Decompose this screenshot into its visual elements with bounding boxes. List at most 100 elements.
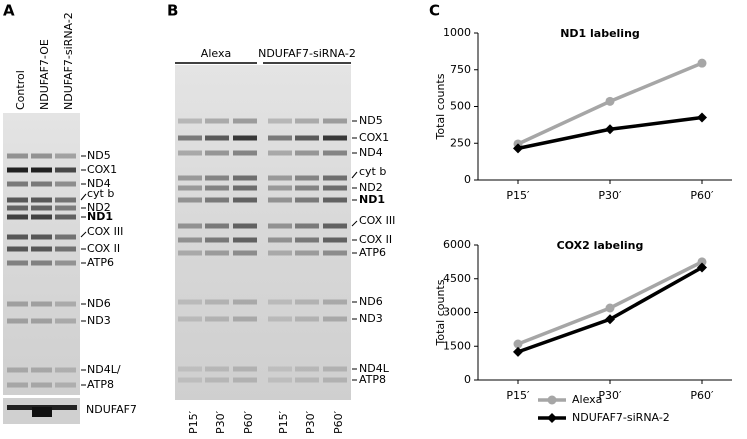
band-label: COX1	[359, 131, 389, 144]
gel-band	[268, 135, 292, 141]
point	[697, 58, 707, 68]
gel-band	[323, 175, 347, 181]
y-axis-label: Total counts	[434, 279, 447, 346]
lane-label: NDUFAF7-OE	[38, 39, 51, 110]
gel-band	[55, 214, 76, 220]
gel-a	[3, 113, 80, 395]
gel-band	[205, 223, 229, 229]
gel-band	[205, 197, 229, 203]
band-label: ND6	[359, 295, 383, 308]
lane-label: P30′	[214, 410, 227, 434]
label-tick	[351, 171, 358, 179]
gel-band	[178, 185, 202, 191]
gel-band	[7, 214, 28, 220]
gel-band	[295, 185, 319, 191]
gel-band	[178, 250, 202, 256]
gel-band	[55, 382, 76, 388]
gel-band	[295, 250, 319, 256]
gel-band	[323, 197, 347, 203]
gel-band	[295, 237, 319, 243]
gel-band	[7, 197, 28, 203]
gel-band	[31, 301, 52, 307]
y-tick-label: 750	[450, 63, 471, 76]
lane-label: P15′	[187, 410, 200, 434]
gel-band	[178, 135, 202, 141]
gel-band	[268, 299, 292, 305]
band-label: ND4	[87, 177, 111, 190]
gel-band	[268, 118, 292, 124]
gel-band	[7, 167, 28, 173]
lane-label: P60′	[242, 410, 255, 434]
gel-band	[233, 366, 257, 372]
y-tick-label: 1500	[443, 339, 471, 352]
gel-band	[55, 318, 76, 324]
band-label: COX III	[359, 214, 395, 227]
gel-band	[233, 150, 257, 156]
gel-band	[178, 223, 202, 229]
band-label: ND2	[87, 201, 111, 214]
band-label: ND4	[359, 146, 383, 159]
x-tick-label: P15′	[506, 189, 530, 202]
gel-band	[295, 197, 319, 203]
band-label: ND4L	[359, 362, 390, 375]
gel-band	[323, 377, 347, 383]
gel-band	[7, 234, 28, 240]
gel-band	[233, 250, 257, 256]
gel-band	[268, 150, 292, 156]
gel-band	[233, 299, 257, 305]
gel-band	[31, 214, 52, 220]
gel-band	[295, 366, 319, 372]
point	[697, 262, 707, 273]
y-tick-label: 3000	[443, 306, 471, 319]
panel-letter: A	[3, 2, 15, 20]
band-label: ND4L/	[87, 363, 121, 376]
label-tick	[351, 220, 358, 227]
gel-band	[233, 118, 257, 124]
gel-band	[268, 377, 292, 383]
gel-band	[205, 118, 229, 124]
gel-band	[295, 223, 319, 229]
gel-b	[175, 65, 351, 400]
x-tick-label: P60′	[690, 189, 714, 202]
gel-band	[7, 153, 28, 159]
gel-band	[178, 377, 202, 383]
gel-band	[233, 197, 257, 203]
gel-band	[205, 316, 229, 322]
point	[513, 143, 523, 154]
gel-band	[323, 237, 347, 243]
gel-band	[178, 366, 202, 372]
band-label: ND2	[359, 181, 383, 194]
label-tick	[80, 193, 87, 201]
gel-band	[55, 205, 76, 211]
y-tick-label: 6000	[443, 238, 471, 251]
band-label: NDUFAF7	[86, 403, 137, 416]
gel-band	[31, 181, 52, 187]
lane-label: Control	[14, 70, 27, 110]
x-tick-label: P30′	[598, 189, 622, 202]
point	[547, 395, 557, 405]
gel-band	[178, 150, 202, 156]
gel-band	[233, 377, 257, 383]
gel-band	[268, 316, 292, 322]
gel-band	[55, 246, 76, 252]
gel-band	[295, 175, 319, 181]
band-label: ND6	[87, 297, 111, 310]
x-tick-label: P30′	[598, 389, 622, 402]
band-label: ND5	[359, 114, 383, 127]
gel-band	[55, 167, 76, 173]
y-tick-label: 0	[464, 373, 471, 386]
gel-band	[323, 250, 347, 256]
band-label: ND3	[359, 312, 383, 325]
lane-label: NDUFAF7-siRNA-2	[62, 12, 75, 110]
gel-band	[233, 135, 257, 141]
lane-label: P15′	[277, 410, 290, 434]
gel-band	[295, 150, 319, 156]
y-tick-label: 250	[450, 136, 471, 149]
gel-band	[295, 118, 319, 124]
y-tick-label: 1000	[443, 26, 471, 39]
band-label: ND3	[87, 314, 111, 327]
gel-band	[7, 382, 28, 388]
gel-band	[31, 167, 52, 173]
gel-band	[323, 223, 347, 229]
gel-band	[7, 367, 28, 373]
